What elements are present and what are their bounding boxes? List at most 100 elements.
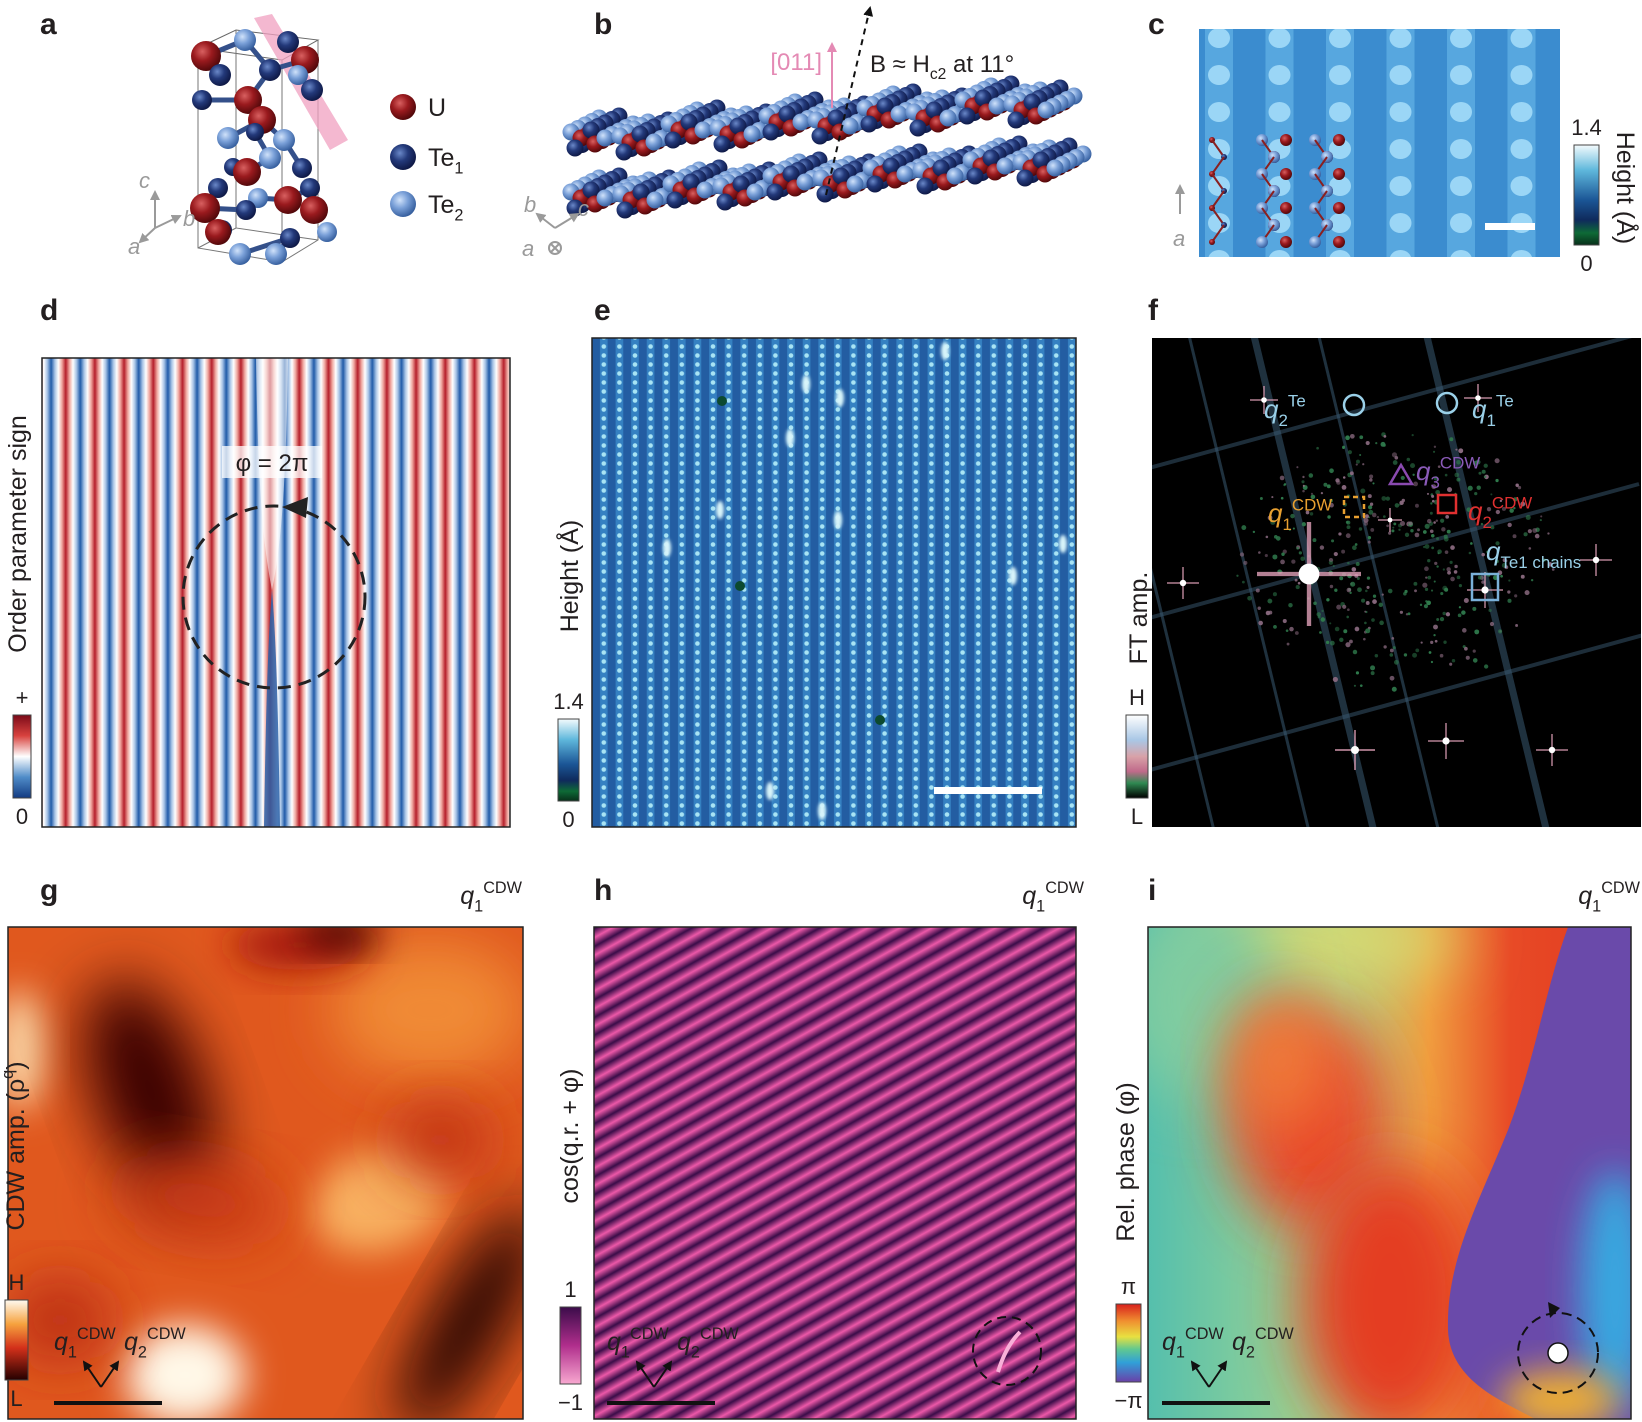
axis-arrow (138, 227, 156, 244)
label-text: Te (428, 191, 454, 219)
speckle (1442, 568, 1445, 571)
panel-label: i (1148, 874, 1156, 907)
speckle (1427, 518, 1432, 524)
colorbar-title: Height (Å) (1611, 132, 1641, 245)
speckle (1279, 475, 1285, 481)
speckle (1302, 489, 1305, 493)
speckle (1455, 448, 1458, 451)
speckle (1389, 675, 1395, 681)
speckle (1481, 580, 1485, 584)
speckle (1355, 671, 1360, 675)
label-text: CDW amp. (ρ (2, 1079, 30, 1231)
subscript: 2 (1482, 513, 1491, 532)
speckle (1334, 626, 1340, 632)
label-text: q (54, 1328, 68, 1356)
speckle (1543, 558, 1546, 562)
atom (811, 127, 829, 145)
bragg-peak (1548, 746, 1556, 754)
speckle (1464, 646, 1468, 651)
speckle (1468, 551, 1472, 555)
speckle (1490, 525, 1495, 530)
label-text: q (1468, 496, 1483, 526)
speckle (1333, 551, 1338, 557)
atom (280, 228, 300, 248)
speckle (1431, 499, 1435, 503)
atom (1333, 202, 1345, 214)
atom (1256, 236, 1268, 248)
speckle (1285, 629, 1289, 633)
speckle (1286, 642, 1290, 646)
atom (939, 109, 957, 127)
subscript: 1 (454, 160, 463, 178)
speckle (1391, 686, 1397, 692)
speckle (1399, 500, 1404, 505)
speckle (1430, 640, 1434, 644)
speckle (1369, 502, 1374, 506)
speckle (1302, 475, 1305, 479)
speckle (1440, 591, 1444, 596)
speckle (1391, 452, 1398, 458)
panel-label: c (1148, 8, 1165, 41)
speckle (1439, 617, 1445, 622)
amplitude-feature (330, 940, 523, 1080)
speckle (1349, 639, 1353, 644)
speckle (1495, 541, 1500, 546)
adatom (766, 782, 774, 800)
speckle (1345, 435, 1350, 441)
speckle (1407, 612, 1411, 616)
atom (191, 41, 221, 71)
speckle (1332, 676, 1338, 683)
speckle (1415, 503, 1419, 508)
speckle (1426, 492, 1430, 495)
colorbar (559, 1306, 582, 1385)
scale-bar (1485, 223, 1535, 230)
colorbar (557, 718, 580, 802)
speckle (1414, 532, 1420, 538)
speckle (1372, 599, 1377, 604)
subscript: 2 (138, 1344, 147, 1362)
colorbar-min: L (10, 1386, 22, 1411)
atom (233, 158, 261, 186)
atom (816, 185, 834, 203)
colorbar (12, 714, 32, 799)
speckle (1480, 522, 1484, 526)
annotation-box (222, 446, 322, 478)
panel-label: b (594, 8, 612, 41)
speckle (1408, 521, 1413, 526)
speckle (1350, 581, 1356, 587)
label-text: q (1472, 394, 1487, 424)
superscript: CDW (1255, 1325, 1294, 1343)
speckle (1281, 552, 1285, 556)
speckle (1451, 658, 1456, 663)
speckle (1329, 584, 1334, 589)
map-frame (1147, 926, 1632, 1420)
speckle (1434, 639, 1438, 643)
phase-feature (1300, 1160, 1480, 1419)
speckle (1359, 453, 1362, 456)
speckle (1381, 593, 1384, 596)
panel-image (1148, 927, 1631, 1419)
speckle (1539, 518, 1542, 522)
atom (632, 183, 650, 201)
speckle (1500, 574, 1503, 578)
atom (832, 167, 850, 185)
atom (713, 135, 731, 153)
speckle (1456, 575, 1461, 580)
superscript: CDW (1440, 453, 1480, 472)
speckle (1326, 598, 1330, 602)
speckle (1317, 615, 1321, 619)
label-text: q (1268, 498, 1283, 528)
adatom (663, 539, 671, 557)
atom (1309, 236, 1321, 248)
colorbar-title: FT amp. (1125, 572, 1153, 665)
atom (996, 157, 1014, 175)
superscript: CDW (147, 1325, 186, 1343)
speckle (1349, 433, 1355, 439)
colorbar-title: CDW amp. (ρq) (0, 1061, 30, 1230)
speckle (1450, 545, 1455, 550)
speckle (1320, 617, 1326, 622)
peak-marker (1342, 393, 1366, 417)
adatom (716, 501, 724, 519)
speckle (1456, 459, 1461, 465)
